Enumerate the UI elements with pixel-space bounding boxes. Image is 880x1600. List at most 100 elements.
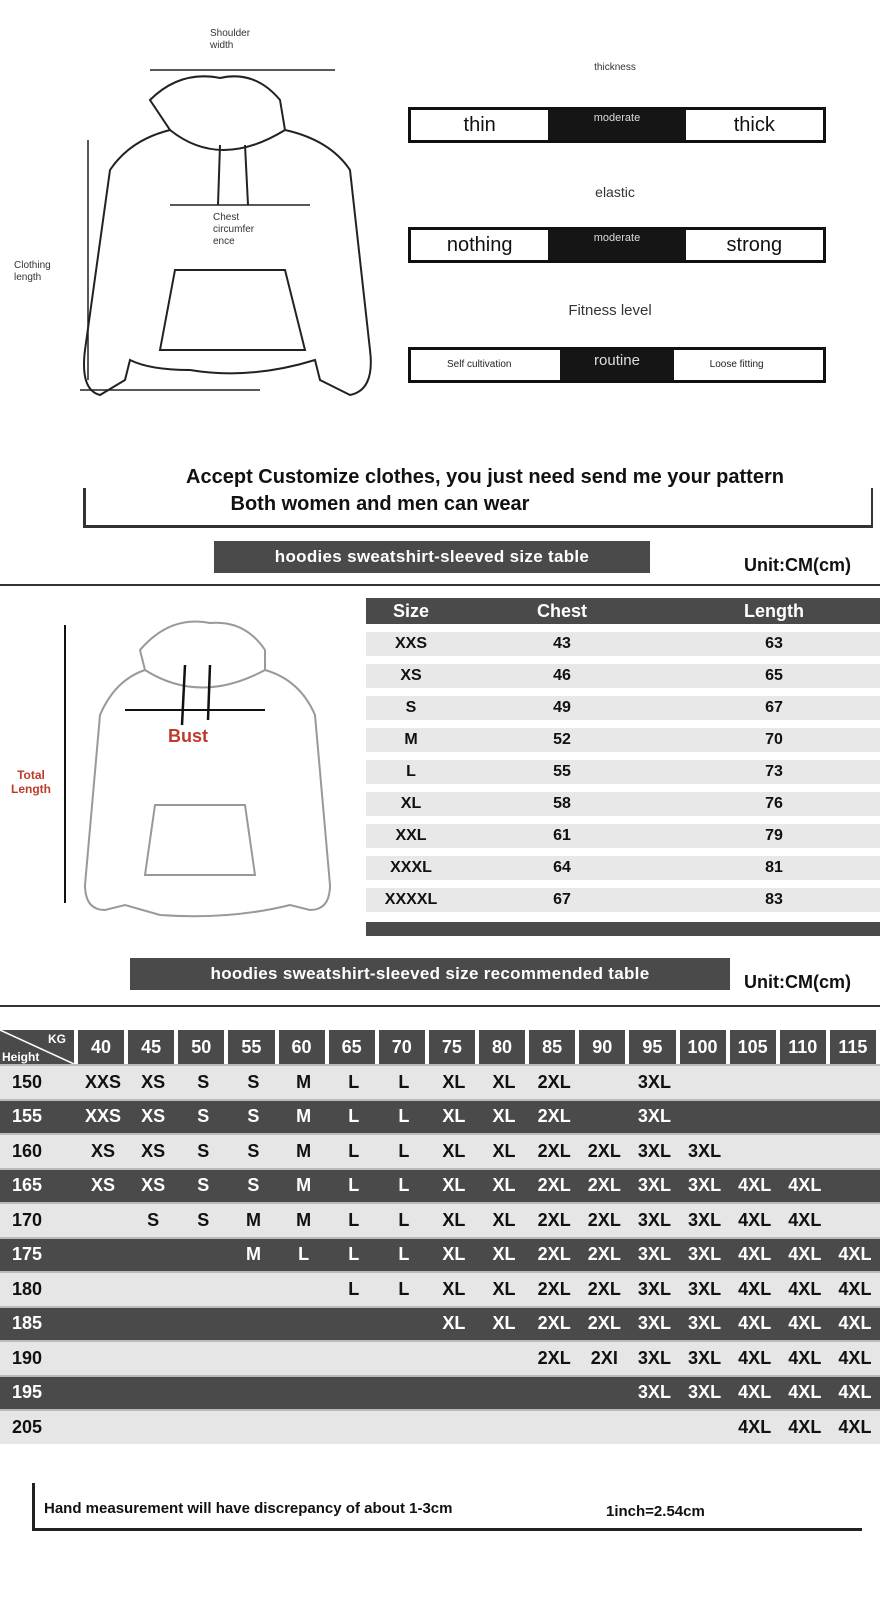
height-cell: 160 <box>12 1140 43 1161</box>
size-cell: 4XL <box>838 1278 872 1299</box>
size-cell: L <box>348 1175 360 1196</box>
diagonal-line <box>0 1030 74 1064</box>
size-cell: M <box>296 1175 312 1196</box>
recommended-row: 205 4XL 4XL 4XL <box>0 1409 880 1444</box>
size-cell: 4XL <box>738 1313 772 1334</box>
recommended-row: 195 3XL 3XL 4XL 4XL 4XL <box>0 1374 880 1409</box>
size-cell: 3XL <box>688 1140 722 1161</box>
size-table-row: S 49 67 <box>366 696 880 720</box>
height-cell: 205 <box>12 1416 43 1437</box>
size-table-row: XS 46 65 <box>366 664 880 688</box>
size-cell: L <box>398 1071 410 1092</box>
length-cell: 70 <box>765 731 783 748</box>
length-cell: 79 <box>765 827 783 844</box>
size-cell: L <box>398 1209 410 1230</box>
chest-cell: 43 <box>553 635 571 652</box>
kg-header: 55 <box>228 1030 275 1064</box>
size-table: Size Chest Length XXS 43 63 XS 46 65 S 49 67 M 52 7… <box>366 598 880 936</box>
size-cell: XL <box>492 1244 516 1265</box>
height-cell: 180 <box>12 1278 43 1299</box>
length-cell: 73 <box>765 763 783 780</box>
fitness-scale: Self cultivation routine Loose fitting <box>408 347 826 383</box>
scale-title-thickness: thickness <box>594 62 636 73</box>
banner-frame <box>83 488 873 528</box>
size-table-row: XXS 43 63 <box>366 632 880 656</box>
size-cell: XL <box>442 1140 466 1161</box>
recommended-row: 155 XXS XS S S M L L XL XL 2XL 3XL <box>0 1098 880 1133</box>
recommended-row: 190 2XL 2XI 3XL 3XL 4XL 4XL 4XL <box>0 1340 880 1375</box>
size-cell: M <box>296 1140 312 1161</box>
recommended-row: 175 M L L L XL XL 2XL 2XL 3XL 3XL 4XL 4XL 4XL <box>0 1236 880 1271</box>
kg-header: 110 <box>779 1030 826 1064</box>
size-cell: XL <box>442 1175 466 1196</box>
size-cell: S <box>197 1175 210 1196</box>
kg-header: 75 <box>428 1030 475 1064</box>
size-cell: 3XL <box>637 1209 671 1230</box>
size-cell: XS <box>141 1175 166 1196</box>
thickness-scale: thin moderate thick <box>408 107 826 143</box>
size-cell: L <box>348 1071 360 1092</box>
chest-cell: 61 <box>553 827 571 844</box>
kg-header: 115 <box>829 1030 876 1064</box>
size-cell: 2XL <box>537 1209 571 1230</box>
size-cell: 4XL <box>738 1347 772 1368</box>
size-cell: 4XL <box>838 1382 872 1403</box>
size-cell: 2XL <box>537 1278 571 1299</box>
size-cell: 2XL <box>537 1347 571 1368</box>
size-cell: 4XL <box>738 1209 772 1230</box>
size-cell: 3XL <box>688 1313 722 1334</box>
kg-header: 100 <box>679 1030 726 1064</box>
size-table-unit: Unit:CM(cm) <box>744 555 851 575</box>
size-table-header: Size Chest Length <box>366 598 880 624</box>
banner-line1: Accept Customize clothes, you just need … <box>186 466 784 488</box>
scale-middle-selected: moderate <box>548 110 686 140</box>
banner-line2: Both women and men can wear <box>230 493 530 515</box>
size-cell: 4XL <box>738 1278 772 1299</box>
chest-cell: 46 <box>553 667 571 684</box>
kg-header: 70 <box>378 1030 425 1064</box>
height-cell: 155 <box>12 1106 43 1127</box>
scale-middle-selected: moderate <box>548 230 686 260</box>
header-chest: Chest <box>536 600 587 621</box>
size-cell: XL <box>442 1106 466 1127</box>
kg-header: 80 <box>479 1030 526 1064</box>
corner-kg: KG <box>48 1032 66 1046</box>
size-cell: S <box>247 1140 260 1161</box>
size-cell: 3XL <box>637 1313 671 1334</box>
size-cell: XL <box>442 1244 466 1265</box>
size-cell: L <box>298 1244 310 1265</box>
size-cell: 3XL <box>637 1071 671 1092</box>
length-cell: 81 <box>765 859 783 876</box>
size-cell: L <box>398 1140 410 1161</box>
size-cell: 4XL <box>788 1382 822 1403</box>
size-cell: 4XL <box>788 1347 822 1368</box>
size-cell: XXS <box>85 1106 122 1127</box>
scale-left: Self cultivation <box>447 359 512 370</box>
corner-cell: KG Height <box>0 1030 74 1064</box>
recommended-table: KG Height 40 45 50 55 60 65 70 75 80 85 90 95 100 105… <box>0 1030 880 1444</box>
kg-header: 90 <box>579 1030 626 1064</box>
divider <box>0 1005 880 1007</box>
size-table-footer-bar <box>366 922 880 936</box>
scale-left: thin <box>463 113 496 136</box>
scale-left: nothing <box>446 233 513 256</box>
size-cell: 4XL <box>788 1416 822 1437</box>
size-cell: 4XL <box>788 1313 822 1334</box>
size-cell: XS <box>141 1071 166 1092</box>
height-cell: 175 <box>12 1244 43 1265</box>
kg-header: 85 <box>529 1030 576 1064</box>
size-cell: S <box>197 1071 210 1092</box>
size-cell: XXXXL <box>384 891 438 908</box>
kg-header: 45 <box>128 1030 175 1064</box>
size-cell: L <box>398 1175 410 1196</box>
recommended-row: 160 XS XS S S M L L XL XL 2XL 2XL 3XL 3XL <box>0 1133 880 1168</box>
size-cell: 2XI <box>590 1347 618 1368</box>
length-cell: 65 <box>765 667 783 684</box>
size-cell: 3XL <box>688 1209 722 1230</box>
size-cell: XS <box>400 667 422 684</box>
size-cell: M <box>404 731 418 748</box>
size-cell: 2XL <box>537 1071 571 1092</box>
size-cell: S <box>247 1071 260 1092</box>
size-cell: XXXL <box>390 859 432 876</box>
scale-title-fitness: Fitness level <box>568 302 652 319</box>
